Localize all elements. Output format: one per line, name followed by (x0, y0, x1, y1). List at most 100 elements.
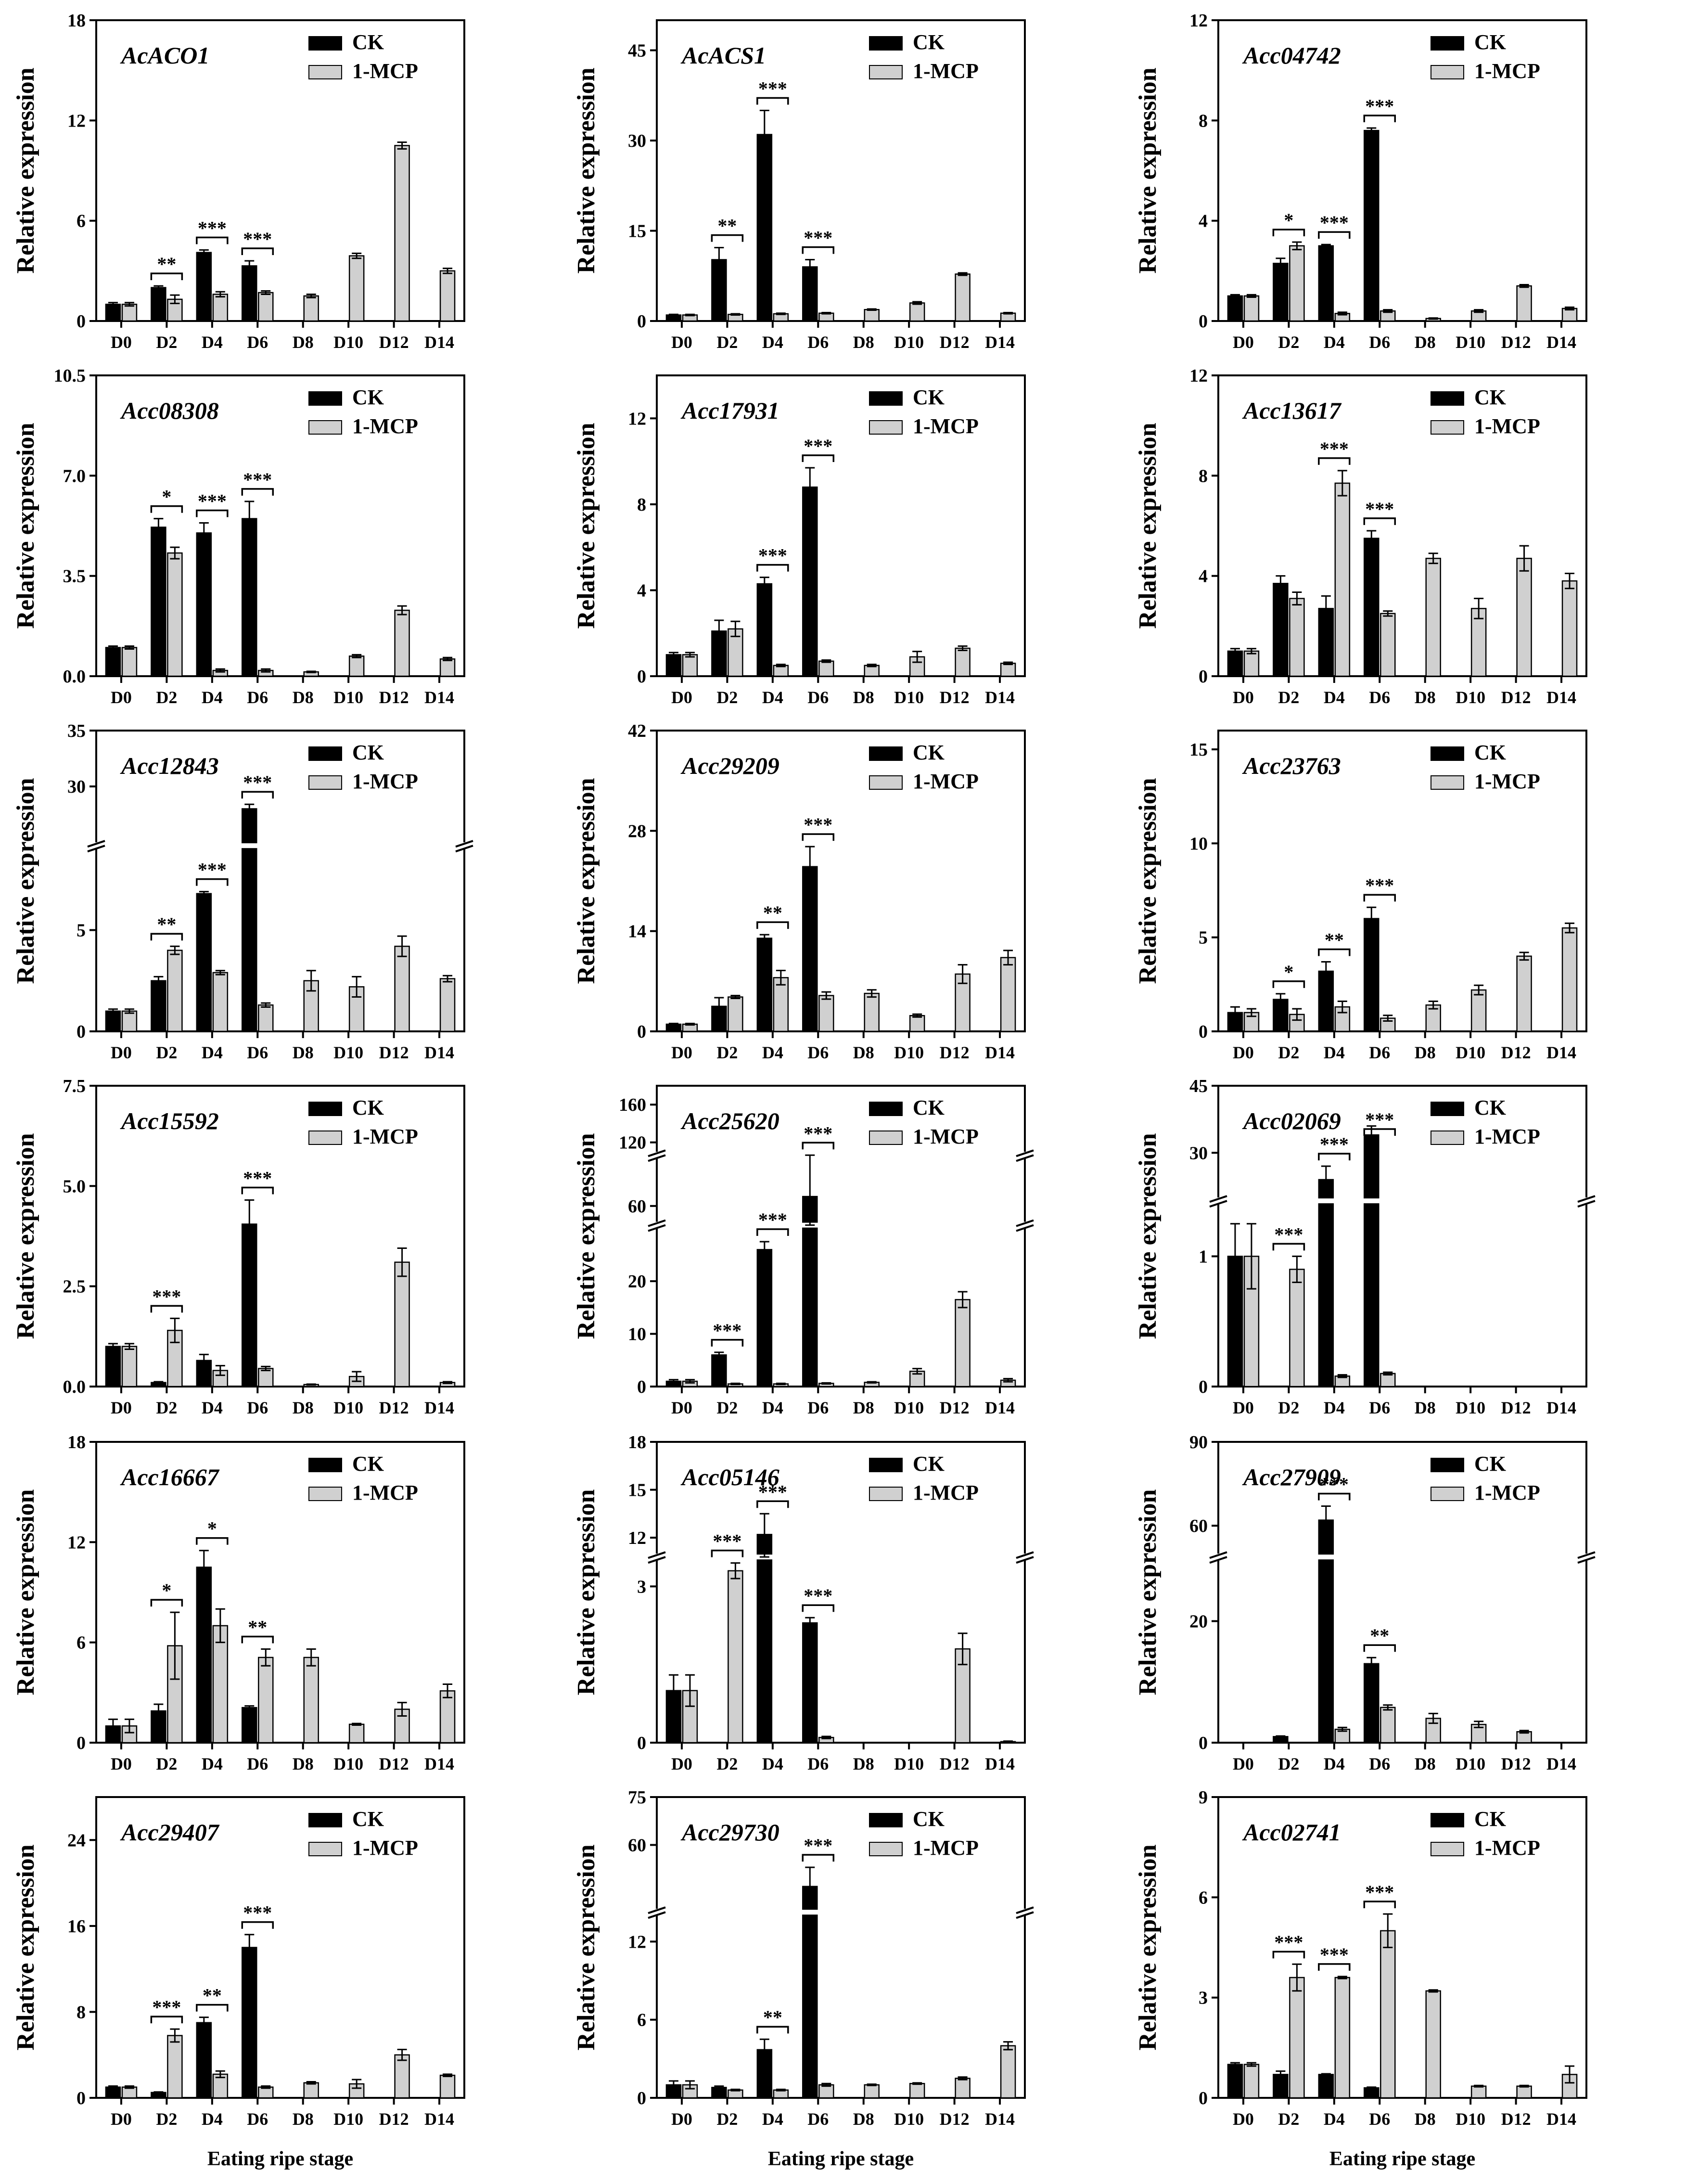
y-axis-title: Relative expression (573, 1133, 600, 1339)
y-tick-label: 0 (1199, 1377, 1208, 1397)
significance-label: *** (1320, 1133, 1349, 1155)
bar-CK (105, 1010, 121, 1032)
legend-label-ck: CK (352, 1452, 384, 1476)
x-tick-label: D10 (894, 333, 924, 352)
legend-label-ck: CK (913, 385, 945, 409)
significance-label: *** (1320, 212, 1349, 233)
x-tick-label: D12 (379, 688, 409, 707)
bar-1-MCP (864, 992, 880, 1032)
x-tick-label: D4 (1324, 1043, 1345, 1062)
bar-1-MCP (1289, 1977, 1305, 2099)
significance-bracket (1272, 1951, 1305, 1959)
bar-CK (242, 1947, 257, 2099)
legend-swatch-ck (308, 1102, 342, 1116)
bar-CK (1364, 129, 1379, 322)
axis-break-mark (455, 840, 473, 848)
x-tick-label: D4 (1324, 2109, 1345, 2129)
x-tick-label: D14 (424, 688, 454, 707)
legend-swatch-ck (1431, 391, 1464, 406)
axis-break-mark (1016, 1149, 1034, 1157)
x-tick-label: D10 (1456, 1754, 1485, 1773)
bar-CK (1364, 918, 1379, 1032)
significance-label: ** (157, 913, 176, 935)
y-tick-label: 4 (637, 580, 646, 601)
plot-frame (1217, 19, 1587, 322)
y-tick-label: 6 (77, 1633, 86, 1653)
bar-1-MCP (909, 2082, 925, 2099)
x-tick-label: D8 (1415, 1043, 1436, 1062)
y-tick-label: 75 (628, 1787, 646, 1808)
bar-CK (1364, 1663, 1379, 1744)
plot-frame (1217, 1085, 1587, 1387)
axis-break-mark (1016, 1556, 1034, 1564)
significance-bracket (1318, 1963, 1351, 1971)
significance-bracket (756, 1228, 789, 1236)
x-tick-label: D10 (333, 333, 363, 352)
x-tick-label: D8 (293, 2109, 314, 2129)
y-tick-label: 12 (628, 409, 646, 429)
bar-1-MCP (1516, 955, 1532, 1032)
significance-label: *** (1320, 438, 1349, 460)
x-tick-label: D10 (894, 1043, 924, 1062)
bar-CK (242, 1707, 257, 1744)
y-axis-title: Relative expression (573, 423, 600, 629)
significance-bracket (756, 564, 789, 572)
significance-bracket (241, 488, 274, 496)
legend-swatch-ck (1431, 746, 1464, 761)
legend-label-1-mcp: 1-MCP (913, 59, 979, 83)
x-tick-label: D0 (111, 333, 132, 352)
bar-1-MCP (773, 977, 789, 1032)
y-tick-label: 4 (1199, 566, 1208, 587)
legend-label-ck: CK (352, 385, 384, 409)
bar-1-MCP (864, 2084, 880, 2099)
y-tick-label: 60 (628, 1836, 646, 1856)
x-tick-label: D2 (1278, 1754, 1299, 1773)
x-tick-label: D2 (156, 333, 177, 352)
significance-label: *** (758, 78, 787, 100)
legend-swatch-1-mcp (1431, 420, 1464, 435)
chart-panel-Acc13617: 0 4 8 12 D0 D2 D4 D6 D8 D10 D12 D14 *** *** Acc13617 CK… (1134, 366, 1587, 707)
x-tick-label: D12 (940, 1043, 970, 1062)
y-tick-label: 60 (628, 1196, 646, 1217)
significance-bracket (1363, 894, 1396, 902)
x-tick-label: D0 (111, 1043, 132, 1062)
bar-1-MCP (167, 552, 183, 677)
significance-label: *** (243, 469, 272, 490)
bar-CK (105, 304, 121, 322)
significance-bracket (1363, 1901, 1396, 1909)
bar-1-MCP (121, 647, 138, 677)
bar-CK (802, 486, 818, 677)
y-tick-label: 35 (67, 721, 86, 741)
bar-1-MCP (1380, 613, 1396, 677)
y-tick-label: 12 (1189, 11, 1208, 31)
x-tick-label: D0 (1233, 333, 1254, 352)
bar-break-stripe (241, 843, 258, 848)
bar-1-MCP (818, 995, 834, 1032)
y-axis-title: Relative expression (12, 778, 39, 984)
bar-1-MCP (212, 294, 229, 322)
significance-label: *** (713, 1320, 741, 1341)
chart-title: Acc29209 (680, 752, 779, 779)
x-tick-label: D14 (1546, 2109, 1576, 2129)
significance-label: * (1284, 209, 1293, 231)
x-tick-label: D12 (1501, 1754, 1531, 1773)
bar-1-MCP (258, 1004, 274, 1032)
legend-label-1-mcp: 1-MCP (1474, 1836, 1540, 1860)
x-tick-label: D6 (247, 1043, 268, 1062)
bar-1-MCP (167, 950, 183, 1032)
plot-frame (656, 19, 1026, 322)
bar-CK (242, 1223, 257, 1387)
y-tick-label: 120 (619, 1133, 646, 1153)
y-tick-label: 5 (77, 921, 86, 941)
significance-bracket (756, 2026, 789, 2034)
legend-label-1-mcp: 1-MCP (352, 1836, 418, 1860)
x-tick-label: D6 (247, 1754, 268, 1773)
significance-label: ** (1370, 1625, 1389, 1646)
significance-bracket (756, 97, 789, 105)
x-tick-label: D0 (1233, 1754, 1254, 1773)
bar-CK (196, 252, 212, 322)
significance-bracket (756, 921, 789, 929)
legend-label-ck: CK (913, 1096, 945, 1119)
y-tick-label: 30 (1189, 1143, 1208, 1163)
y-tick-label: 10.5 (54, 366, 86, 386)
